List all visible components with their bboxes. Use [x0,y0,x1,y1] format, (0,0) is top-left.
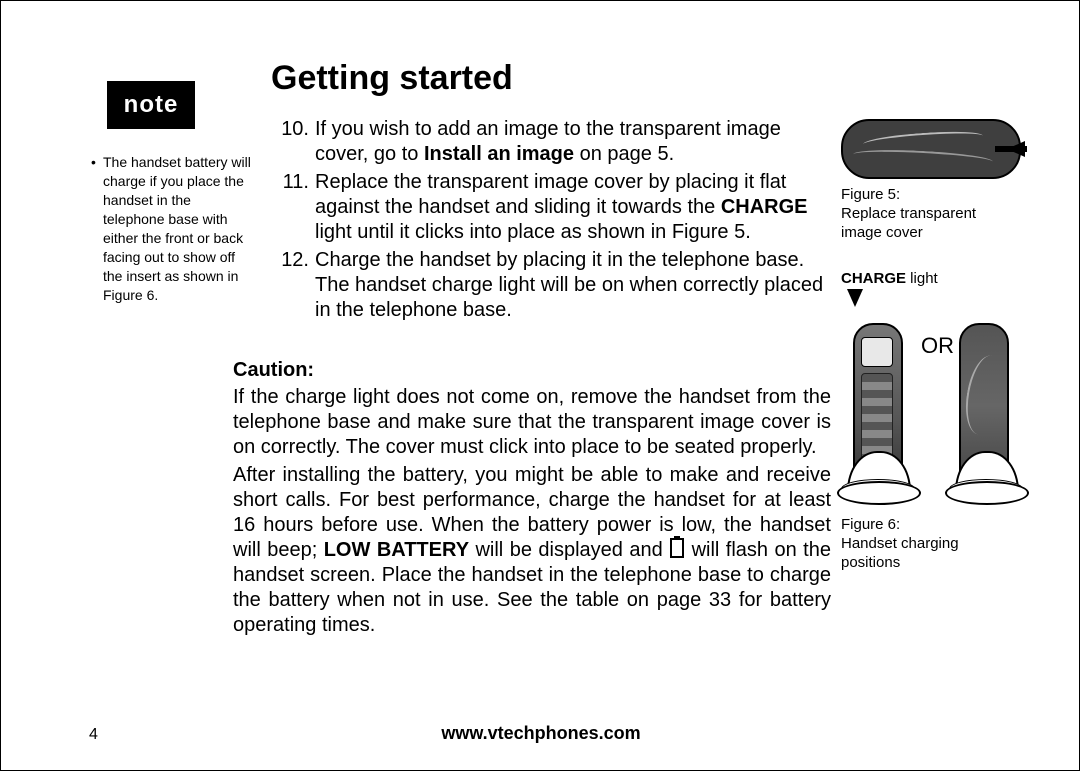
bullet-icon: • [91,153,101,172]
item-text: Replace the transparent image cover by p… [315,171,786,218]
item-text-after: on page 5. [574,143,674,165]
note-paragraph: The handset battery will charge if you p… [103,153,251,305]
low-battery-bold: LOW BATTERY [324,539,469,561]
footer-url: www.vtechphones.com [1,723,1080,744]
down-arrow-icon [847,289,1021,313]
item-number: 10. [271,117,309,142]
figure-5-image [841,119,1021,179]
p2-b: will be displayed and [469,539,669,561]
page-title: Getting started [271,59,513,98]
item-text-after: light until it clicks into place as show… [315,221,751,243]
caution-heading: Caution: [233,359,314,382]
list-item-10: 10. If you wish to add an image to the t… [271,117,831,167]
note-badge: note [107,81,195,129]
battery-icon [670,538,684,558]
instruction-list: 10. If you wish to add an image to the t… [271,117,831,326]
figure-6-image: OR [841,315,1021,515]
body-text: If the charge light does not come on, re… [233,385,831,638]
charge-bold: CHARGE [841,270,906,287]
cradle-right-icon [945,457,1025,505]
charge-after: light [906,270,938,287]
item-bold: CHARGE [721,196,808,218]
right-column: Figure 5: Replace transparent image cove… [841,119,1021,572]
cradle-left-icon [837,457,917,505]
caution-paragraph-1: If the charge light does not come on, re… [233,385,831,460]
item-bold: Install an image [424,143,574,165]
charge-light-label: CHARGE light [841,270,1021,287]
caution-paragraph-2: After installing the battery, you might … [233,463,831,638]
or-label: OR [921,333,954,359]
list-item-12: 12. Charge the handset by placing it in … [271,248,831,323]
list-item-11: 11. Replace the transparent image cover … [271,170,831,245]
note-text: • The handset battery will charge if you… [91,153,251,305]
item-number: 11. [271,170,309,195]
figure-5-caption: Figure 5: Replace transparent image cove… [841,185,1021,242]
item-text: Charge the handset by placing it in the … [315,249,823,321]
item-number: 12. [271,248,309,273]
left-arrow-icon [1007,141,1025,157]
figure-6-caption: Figure 6: Handset charging positions [841,515,1021,572]
